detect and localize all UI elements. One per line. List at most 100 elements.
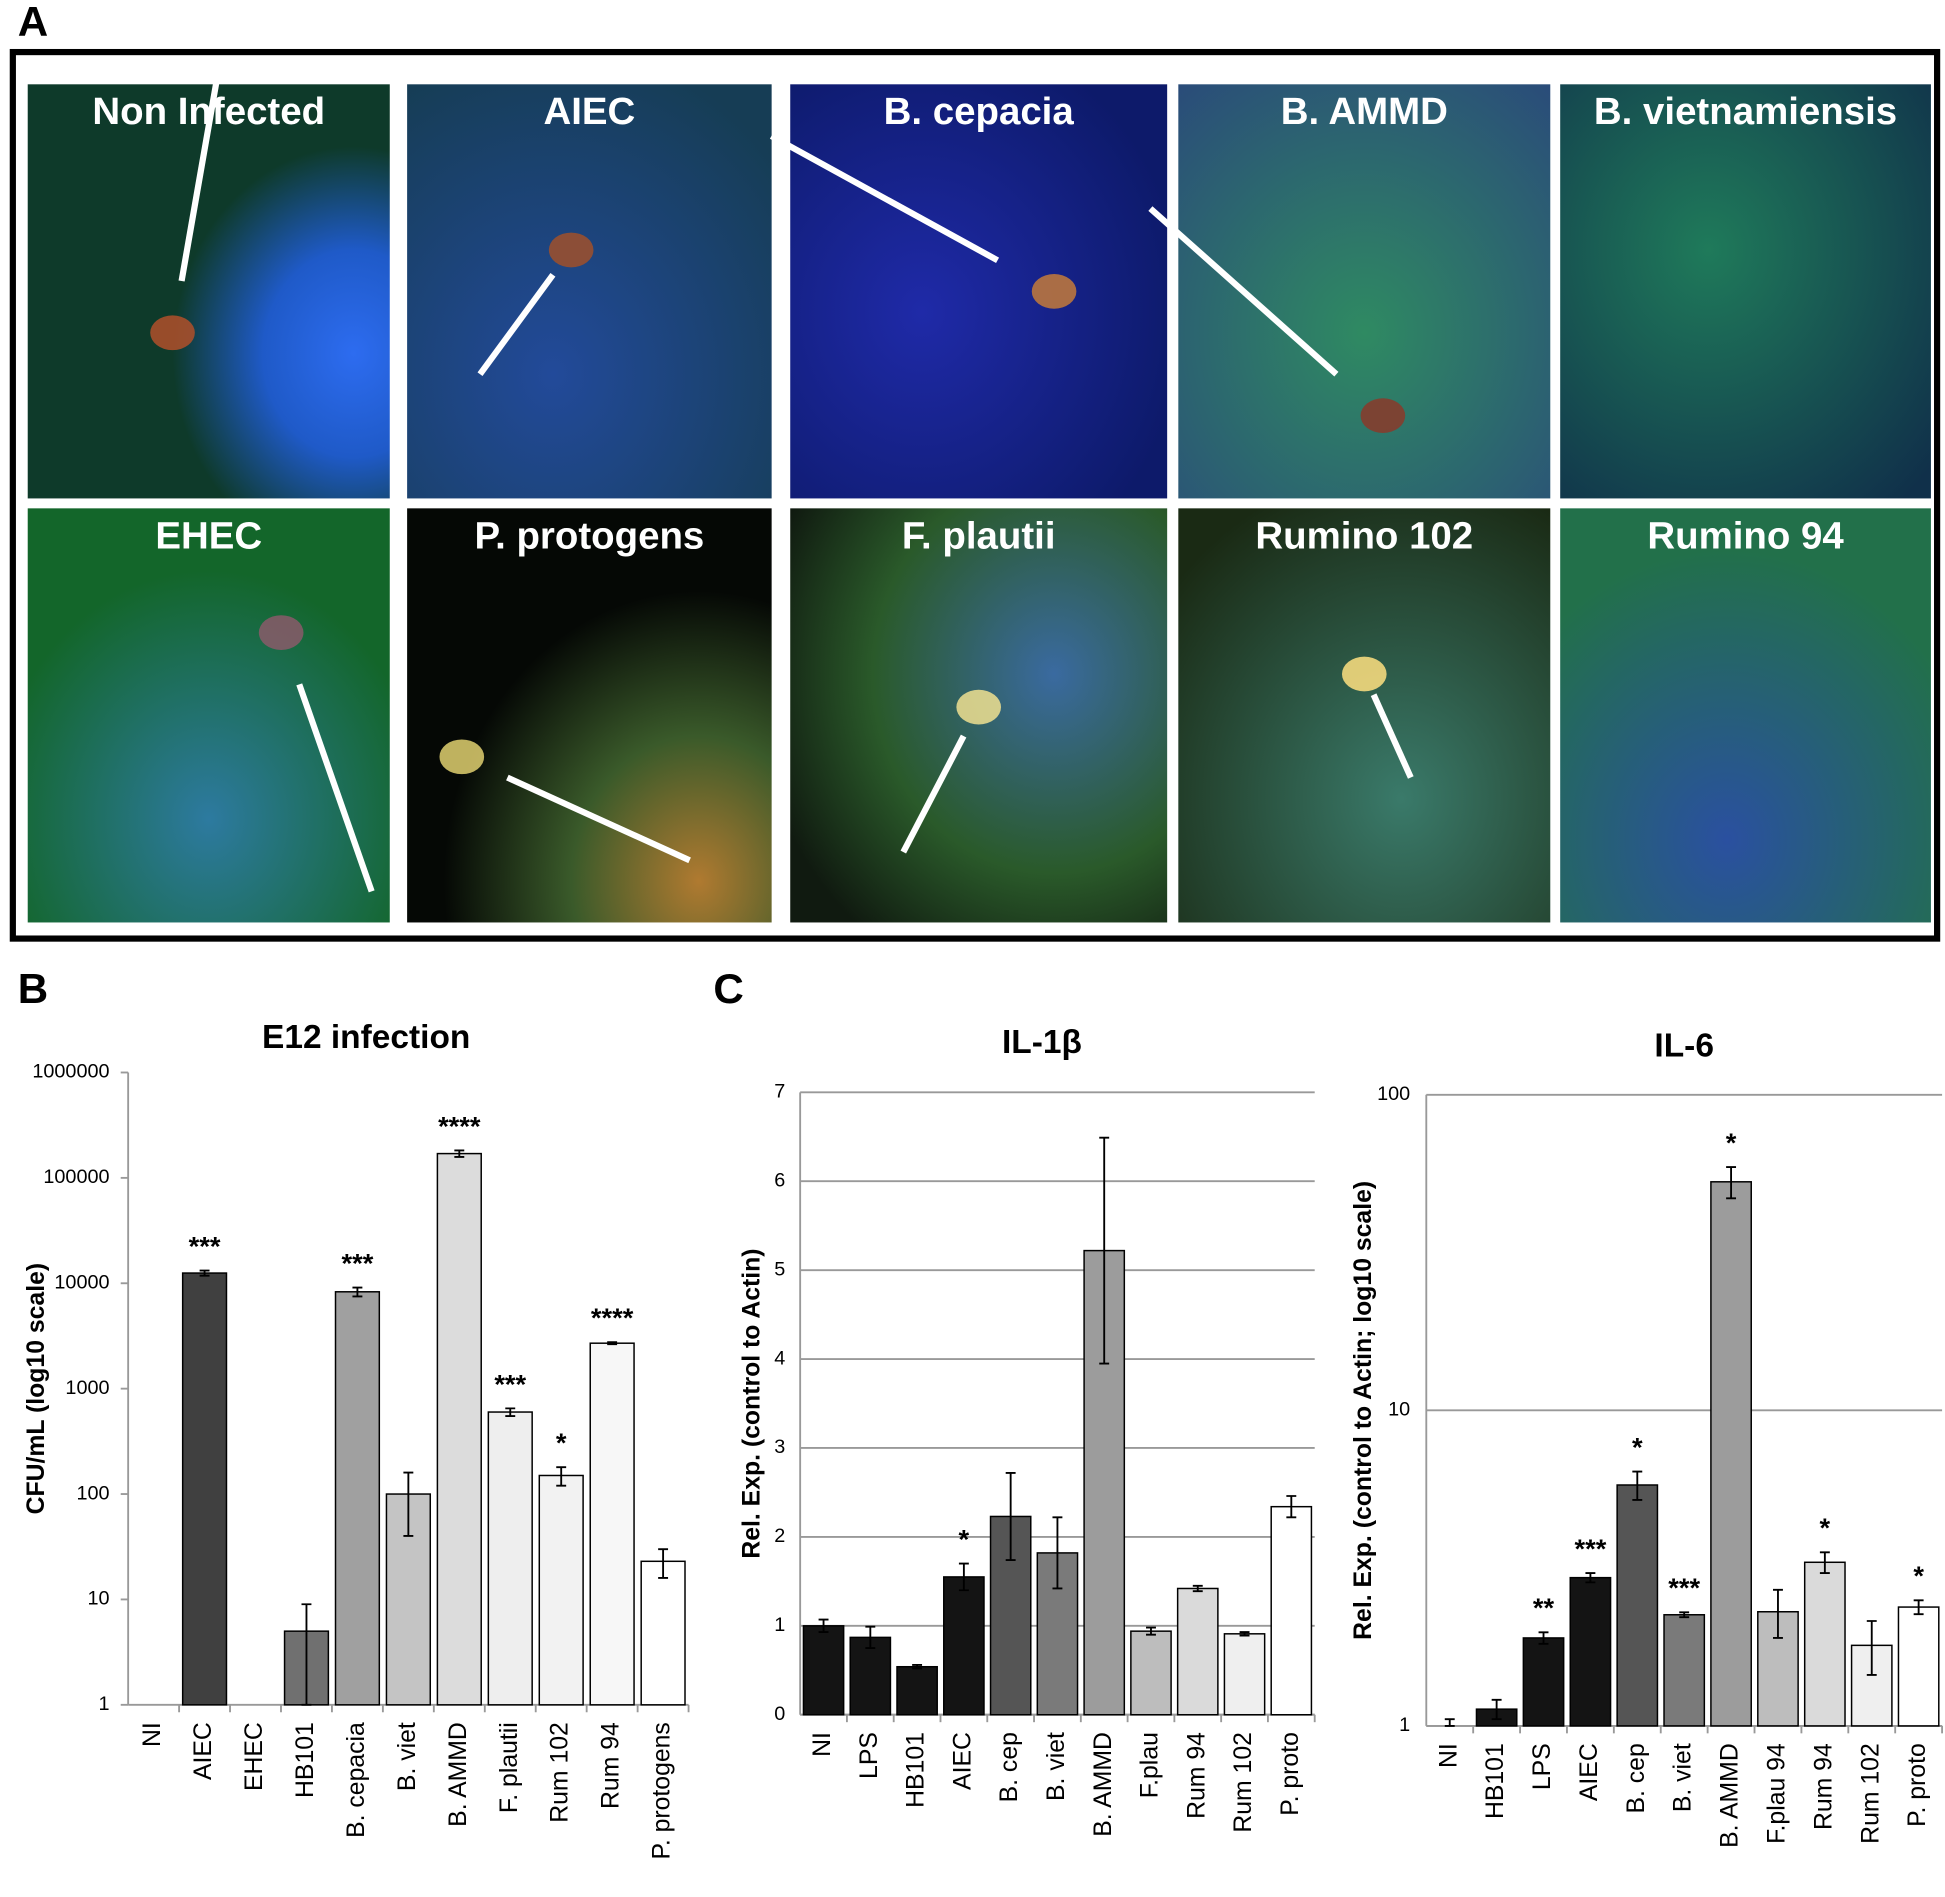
x-tick-label: B. viet — [1670, 1743, 1697, 1812]
y-tick-label: 10000 — [54, 1271, 109, 1293]
chart-title: IL-6 — [1654, 1028, 1714, 1065]
x-tick-label: B. AMMD — [1717, 1743, 1744, 1848]
y-tick-label: 1 — [1399, 1714, 1410, 1736]
micrograph — [1560, 84, 1931, 499]
error-bar — [1099, 1136, 1110, 1365]
y-tick-label: 1 — [774, 1614, 785, 1636]
y-tick-label: 6 — [774, 1169, 785, 1191]
y-tick-label: 5 — [774, 1258, 785, 1280]
bar — [802, 1625, 845, 1716]
y-tick-label: 10 — [87, 1588, 109, 1610]
bar — [1176, 1587, 1219, 1716]
x-tick-label: B. cep — [1623, 1743, 1650, 1813]
image-label: F. plautii — [902, 514, 1056, 557]
significance-label: *** — [1574, 1533, 1606, 1564]
x-tick-label: B. viet — [1043, 1732, 1070, 1801]
y-tick-label: 2 — [774, 1525, 785, 1547]
bar — [943, 1576, 985, 1716]
y-tick-label: 100 — [76, 1482, 109, 1504]
y-tick-label: 1000 — [65, 1377, 109, 1399]
error-bar — [1632, 1470, 1643, 1501]
bacterium — [548, 232, 594, 268]
error-bar — [1866, 1620, 1877, 1676]
x-tick-label: Rum 102 — [547, 1722, 574, 1823]
bar — [1569, 1576, 1612, 1727]
y-tick-label: 4 — [774, 1347, 785, 1369]
significance-label: ** — [1533, 1592, 1555, 1623]
bar — [849, 1636, 892, 1716]
significance-label: * — [1632, 1431, 1643, 1462]
error-bar — [454, 1149, 465, 1158]
error-bar — [301, 1603, 312, 1706]
micrograph — [790, 84, 1168, 499]
significance-label: **** — [438, 1110, 481, 1141]
x-tick-label: P. protogens — [649, 1722, 676, 1859]
x-tick-label: P. proto — [1277, 1732, 1304, 1816]
error-bar — [1192, 1584, 1203, 1593]
y-axis-label: CFU/mL (log10 scale) — [23, 1263, 50, 1515]
error-bar — [1726, 1166, 1737, 1200]
panel-letter: C — [713, 965, 743, 1012]
bar — [1710, 1181, 1752, 1727]
x-tick-label: AIEC — [190, 1722, 217, 1780]
error-bar — [1679, 1611, 1690, 1619]
arrow — [477, 272, 556, 377]
image-label: Non Infected — [92, 90, 325, 133]
error-bar — [1491, 1698, 1502, 1721]
bar — [1223, 1633, 1266, 1716]
bacterium — [150, 315, 195, 351]
x-tick-label: Rum 94 — [1810, 1743, 1837, 1830]
micrograph — [27, 508, 390, 923]
bar — [487, 1411, 533, 1706]
image-label: B. vietnamiensis — [1594, 90, 1897, 133]
chart-title: E12 infection — [262, 1019, 470, 1056]
bar — [589, 1342, 635, 1706]
image-label: Rumino 94 — [1647, 514, 1844, 557]
error-bar — [865, 1625, 876, 1649]
micrograph — [407, 84, 772, 499]
micrograph — [27, 84, 390, 499]
bar — [1803, 1561, 1846, 1727]
bar — [1616, 1484, 1659, 1727]
chart-title: IL-1β — [1002, 1024, 1082, 1061]
x-tick-label: NI — [139, 1722, 166, 1747]
error-bar — [1538, 1631, 1549, 1645]
bar — [1897, 1606, 1940, 1727]
image-grid: Non Infected AIEC B. cepacia B. AMMD B. viet… — [27, 73, 1931, 923]
x-tick-label: F.plau — [1137, 1732, 1164, 1798]
error-bar — [403, 1471, 414, 1537]
image-label: EHEC — [155, 514, 262, 557]
error-bar — [1444, 1718, 1455, 1727]
x-tick-label: Rum 102 — [1857, 1743, 1884, 1844]
y-axis-label: Rel. Exp. (control to Actin) — [739, 1248, 766, 1558]
significance-label: *** — [1668, 1572, 1700, 1603]
bacterium — [258, 615, 304, 650]
bar — [538, 1474, 584, 1706]
bar — [1663, 1614, 1706, 1727]
x-tick-label: NI — [1435, 1743, 1462, 1768]
error-bar — [658, 1548, 669, 1579]
image-label: B. AMMD — [1281, 90, 1448, 133]
image-label: AIEC — [543, 90, 635, 133]
y-tick-label: 1000000 — [32, 1061, 109, 1083]
x-tick-label: HB101 — [292, 1722, 319, 1798]
x-tick-label: B. cepacia — [343, 1722, 370, 1838]
significance-label: * — [1820, 1512, 1831, 1543]
arrow — [506, 774, 691, 864]
error-bar — [352, 1286, 363, 1298]
significance-label: * — [556, 1427, 567, 1458]
image-label: P. protogens — [474, 514, 704, 557]
y-tick-label: 100 — [1377, 1083, 1410, 1105]
image-label: B. cepacia — [884, 90, 1075, 133]
bacterium — [1031, 274, 1077, 309]
x-tick-label: B. viet — [394, 1722, 421, 1791]
x-tick-label: AIEC — [1576, 1743, 1603, 1801]
x-tick-label: HB101 — [903, 1732, 930, 1808]
bar — [1522, 1637, 1565, 1727]
significance-label: * — [1913, 1560, 1924, 1591]
error-bar — [607, 1341, 618, 1346]
y-tick-label: 0 — [774, 1703, 785, 1725]
bar — [181, 1272, 228, 1706]
x-tick-label: Rum 102 — [1230, 1732, 1257, 1833]
arrow — [1148, 206, 1339, 377]
